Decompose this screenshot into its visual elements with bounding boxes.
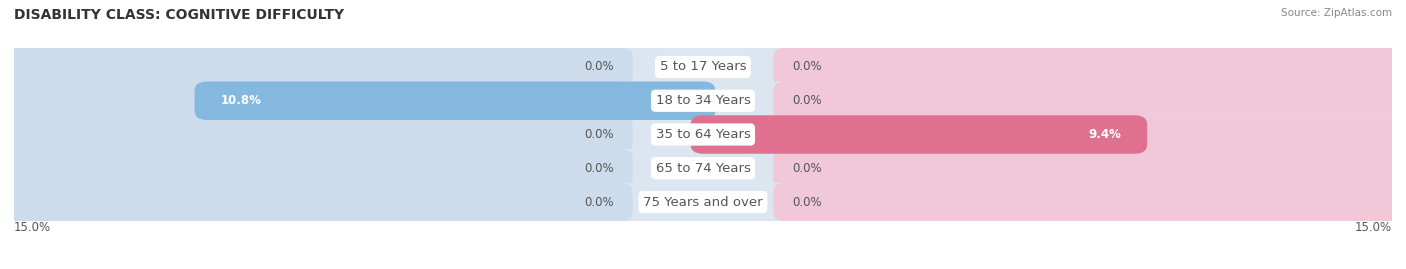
- Legend: Male, Female: Male, Female: [628, 264, 778, 269]
- FancyBboxPatch shape: [1, 82, 716, 120]
- Text: 10.8%: 10.8%: [221, 94, 262, 107]
- Bar: [14, 50, 1392, 84]
- FancyBboxPatch shape: [773, 149, 1405, 187]
- Text: 9.4%: 9.4%: [1088, 128, 1121, 141]
- Text: 35 to 64 Years: 35 to 64 Years: [655, 128, 751, 141]
- Text: 18 to 34 Years: 18 to 34 Years: [655, 94, 751, 107]
- Text: 15.0%: 15.0%: [1355, 221, 1392, 233]
- Text: 65 to 74 Years: 65 to 74 Years: [655, 162, 751, 175]
- Text: 75 Years and over: 75 Years and over: [643, 196, 763, 208]
- FancyBboxPatch shape: [773, 183, 1405, 221]
- Text: 0.0%: 0.0%: [583, 128, 613, 141]
- Text: 0.0%: 0.0%: [583, 61, 613, 73]
- Text: 0.0%: 0.0%: [583, 162, 613, 175]
- Bar: [14, 84, 1392, 118]
- FancyBboxPatch shape: [773, 115, 1405, 154]
- FancyBboxPatch shape: [690, 115, 1147, 154]
- FancyBboxPatch shape: [1, 149, 633, 187]
- Text: 15.0%: 15.0%: [14, 221, 51, 233]
- FancyBboxPatch shape: [1, 115, 716, 154]
- Text: 0.0%: 0.0%: [583, 196, 613, 208]
- FancyBboxPatch shape: [1, 149, 716, 187]
- Text: 0.0%: 0.0%: [793, 196, 823, 208]
- FancyBboxPatch shape: [773, 48, 1405, 86]
- Text: Source: ZipAtlas.com: Source: ZipAtlas.com: [1281, 8, 1392, 18]
- Text: DISABILITY CLASS: COGNITIVE DIFFICULTY: DISABILITY CLASS: COGNITIVE DIFFICULTY: [14, 8, 344, 22]
- Bar: [14, 185, 1392, 219]
- Bar: [14, 118, 1392, 151]
- FancyBboxPatch shape: [1, 82, 633, 120]
- FancyBboxPatch shape: [1, 82, 1405, 120]
- FancyBboxPatch shape: [1, 183, 633, 221]
- FancyBboxPatch shape: [1, 183, 716, 221]
- FancyBboxPatch shape: [1, 48, 633, 86]
- FancyBboxPatch shape: [1, 48, 1405, 86]
- FancyBboxPatch shape: [1, 115, 633, 154]
- Text: 0.0%: 0.0%: [793, 94, 823, 107]
- Bar: [14, 151, 1392, 185]
- FancyBboxPatch shape: [1, 115, 1405, 154]
- Text: 0.0%: 0.0%: [793, 61, 823, 73]
- FancyBboxPatch shape: [1, 183, 1405, 221]
- Text: 0.0%: 0.0%: [793, 162, 823, 175]
- Text: 5 to 17 Years: 5 to 17 Years: [659, 61, 747, 73]
- FancyBboxPatch shape: [1, 149, 1405, 187]
- FancyBboxPatch shape: [1, 48, 716, 86]
- FancyBboxPatch shape: [194, 82, 716, 120]
- FancyBboxPatch shape: [773, 82, 1405, 120]
